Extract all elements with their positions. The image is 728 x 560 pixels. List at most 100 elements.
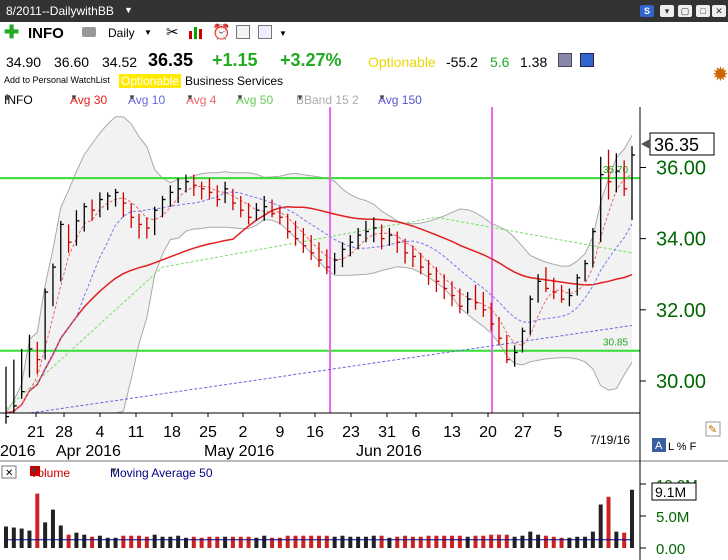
volume-bar — [105, 537, 110, 548]
last-price-label: 36.35 — [654, 135, 699, 155]
price-bar — [169, 185, 174, 207]
volume-bar — [379, 535, 384, 548]
volume-bar — [575, 536, 580, 548]
price-bar — [138, 213, 143, 239]
maximize-icon[interactable]: □ — [696, 5, 710, 17]
avg150-line — [6, 325, 633, 414]
volume-bar — [465, 536, 470, 548]
volume-axis-label: 5.0M — [656, 509, 689, 526]
volume-bar — [191, 536, 196, 548]
x-axis-day-label: 2 — [239, 424, 248, 441]
grid-dropdown-icon[interactable]: ▼ — [279, 29, 287, 38]
price-axis-label: 34.00 — [656, 229, 706, 251]
volume-bar — [277, 537, 282, 548]
price-bar — [333, 252, 338, 275]
price-bar — [36, 341, 41, 374]
price-bar — [467, 292, 471, 314]
price-bar — [263, 195, 268, 221]
horizontal-level-label: 30.85 — [603, 338, 628, 349]
caret-down-icon[interactable]: ▼ — [378, 93, 386, 102]
volume-bar — [50, 509, 55, 548]
volume-bar — [317, 535, 321, 548]
volume-bar — [630, 489, 634, 548]
avg50-line — [5, 216, 633, 410]
period-select[interactable]: Daily — [108, 26, 135, 40]
study-bband-label: BBand 15 2 — [296, 93, 359, 107]
change-percent: +3.27% — [280, 50, 342, 70]
price-bar — [91, 199, 96, 221]
volume-bar — [66, 534, 71, 548]
price-bar — [271, 199, 276, 218]
save-icon[interactable] — [580, 53, 594, 67]
price-bar — [232, 188, 236, 211]
alarm-clock-icon[interactable]: ⏰ — [212, 24, 231, 41]
chart-type-icon[interactable] — [188, 25, 204, 39]
period-dropdown-icon[interactable]: ▼ — [144, 28, 152, 37]
price-bar — [318, 242, 322, 268]
price-axis-label: 36.00 — [656, 157, 706, 179]
volume-bar — [137, 535, 142, 548]
volume-bar — [450, 535, 455, 548]
close-glyph: ✕ — [5, 468, 13, 479]
price-bar — [279, 206, 283, 225]
avg10-line — [5, 191, 633, 414]
bollinger-band-fill — [6, 116, 632, 414]
volume-bar — [90, 536, 95, 548]
volume-bar — [371, 535, 376, 548]
caret-down-icon[interactable]: ▼ — [296, 93, 304, 102]
price-bar — [302, 227, 307, 253]
price-bar — [435, 267, 440, 293]
price-bar — [185, 174, 189, 193]
caret-down-icon[interactable]: ▼ — [70, 93, 78, 102]
volume-bar — [496, 534, 501, 548]
symbol-input[interactable]: INFO — [28, 25, 64, 42]
caret-down-icon[interactable]: ▼ — [30, 466, 38, 475]
volume-bar — [348, 536, 353, 548]
x-axis-day-label: 25 — [199, 424, 217, 441]
volume-bar — [285, 535, 290, 548]
grid-icon[interactable] — [258, 25, 272, 39]
scale-options-text[interactable]: L % F — [668, 441, 697, 453]
caret-down-icon[interactable]: ▼ — [128, 93, 136, 102]
table-icon[interactable] — [236, 25, 250, 39]
volume-bar — [567, 537, 572, 548]
minimize-icon[interactable]: ▾ — [660, 5, 674, 17]
price-bar — [396, 231, 401, 253]
change-value: +1.15 — [212, 50, 258, 70]
price-bar — [404, 238, 409, 264]
document-icon[interactable] — [558, 53, 572, 67]
tools-icon[interactable]: ✂ — [166, 24, 179, 41]
caret-down-icon[interactable]: ▼ — [186, 93, 194, 102]
edit-chart-icon[interactable] — [705, 421, 721, 437]
price-bar — [60, 220, 64, 282]
print-icon[interactable] — [82, 27, 96, 37]
avg30-line — [5, 205, 633, 414]
volume-bar — [559, 537, 564, 548]
caret-down-icon[interactable]: ▼ — [4, 93, 12, 102]
price-bar — [44, 288, 49, 360]
title-dropdown-icon[interactable]: ▼ — [124, 5, 133, 15]
x-axis-day-label: 27 — [514, 424, 532, 441]
price-bar — [553, 277, 557, 300]
caret-down-icon[interactable]: ▼ — [110, 466, 118, 475]
price-bar — [506, 334, 510, 364]
title-bar: 8/2011--DailywithBB ▼ S ▾ ▢ □ ✕ — [0, 0, 728, 22]
add-watchlist-link[interactable]: Add to Personal WatchList — [4, 75, 110, 85]
log-scale-button[interactable] — [652, 438, 666, 452]
collapse-icon[interactable]: ⇕ — [4, 93, 11, 102]
price-bar — [255, 203, 260, 221]
close-panel-icon[interactable] — [1, 465, 17, 479]
volume-bar — [152, 534, 157, 548]
caret-down-icon[interactable]: ▼ — [236, 93, 244, 102]
price-bar — [459, 288, 463, 314]
restore-icon[interactable]: ▢ — [678, 5, 692, 17]
industry-label: Business Services — [185, 74, 284, 88]
sp-button[interactable]: S — [640, 5, 654, 17]
close-icon[interactable]: ✕ — [712, 5, 726, 17]
settings-wheel-icon[interactable]: ✹ — [712, 64, 728, 86]
price-bar — [146, 217, 150, 239]
price-bar — [537, 274, 542, 303]
pencil-icon[interactable]: ✎ — [708, 424, 717, 436]
add-icon[interactable]: ✚ — [4, 22, 20, 42]
